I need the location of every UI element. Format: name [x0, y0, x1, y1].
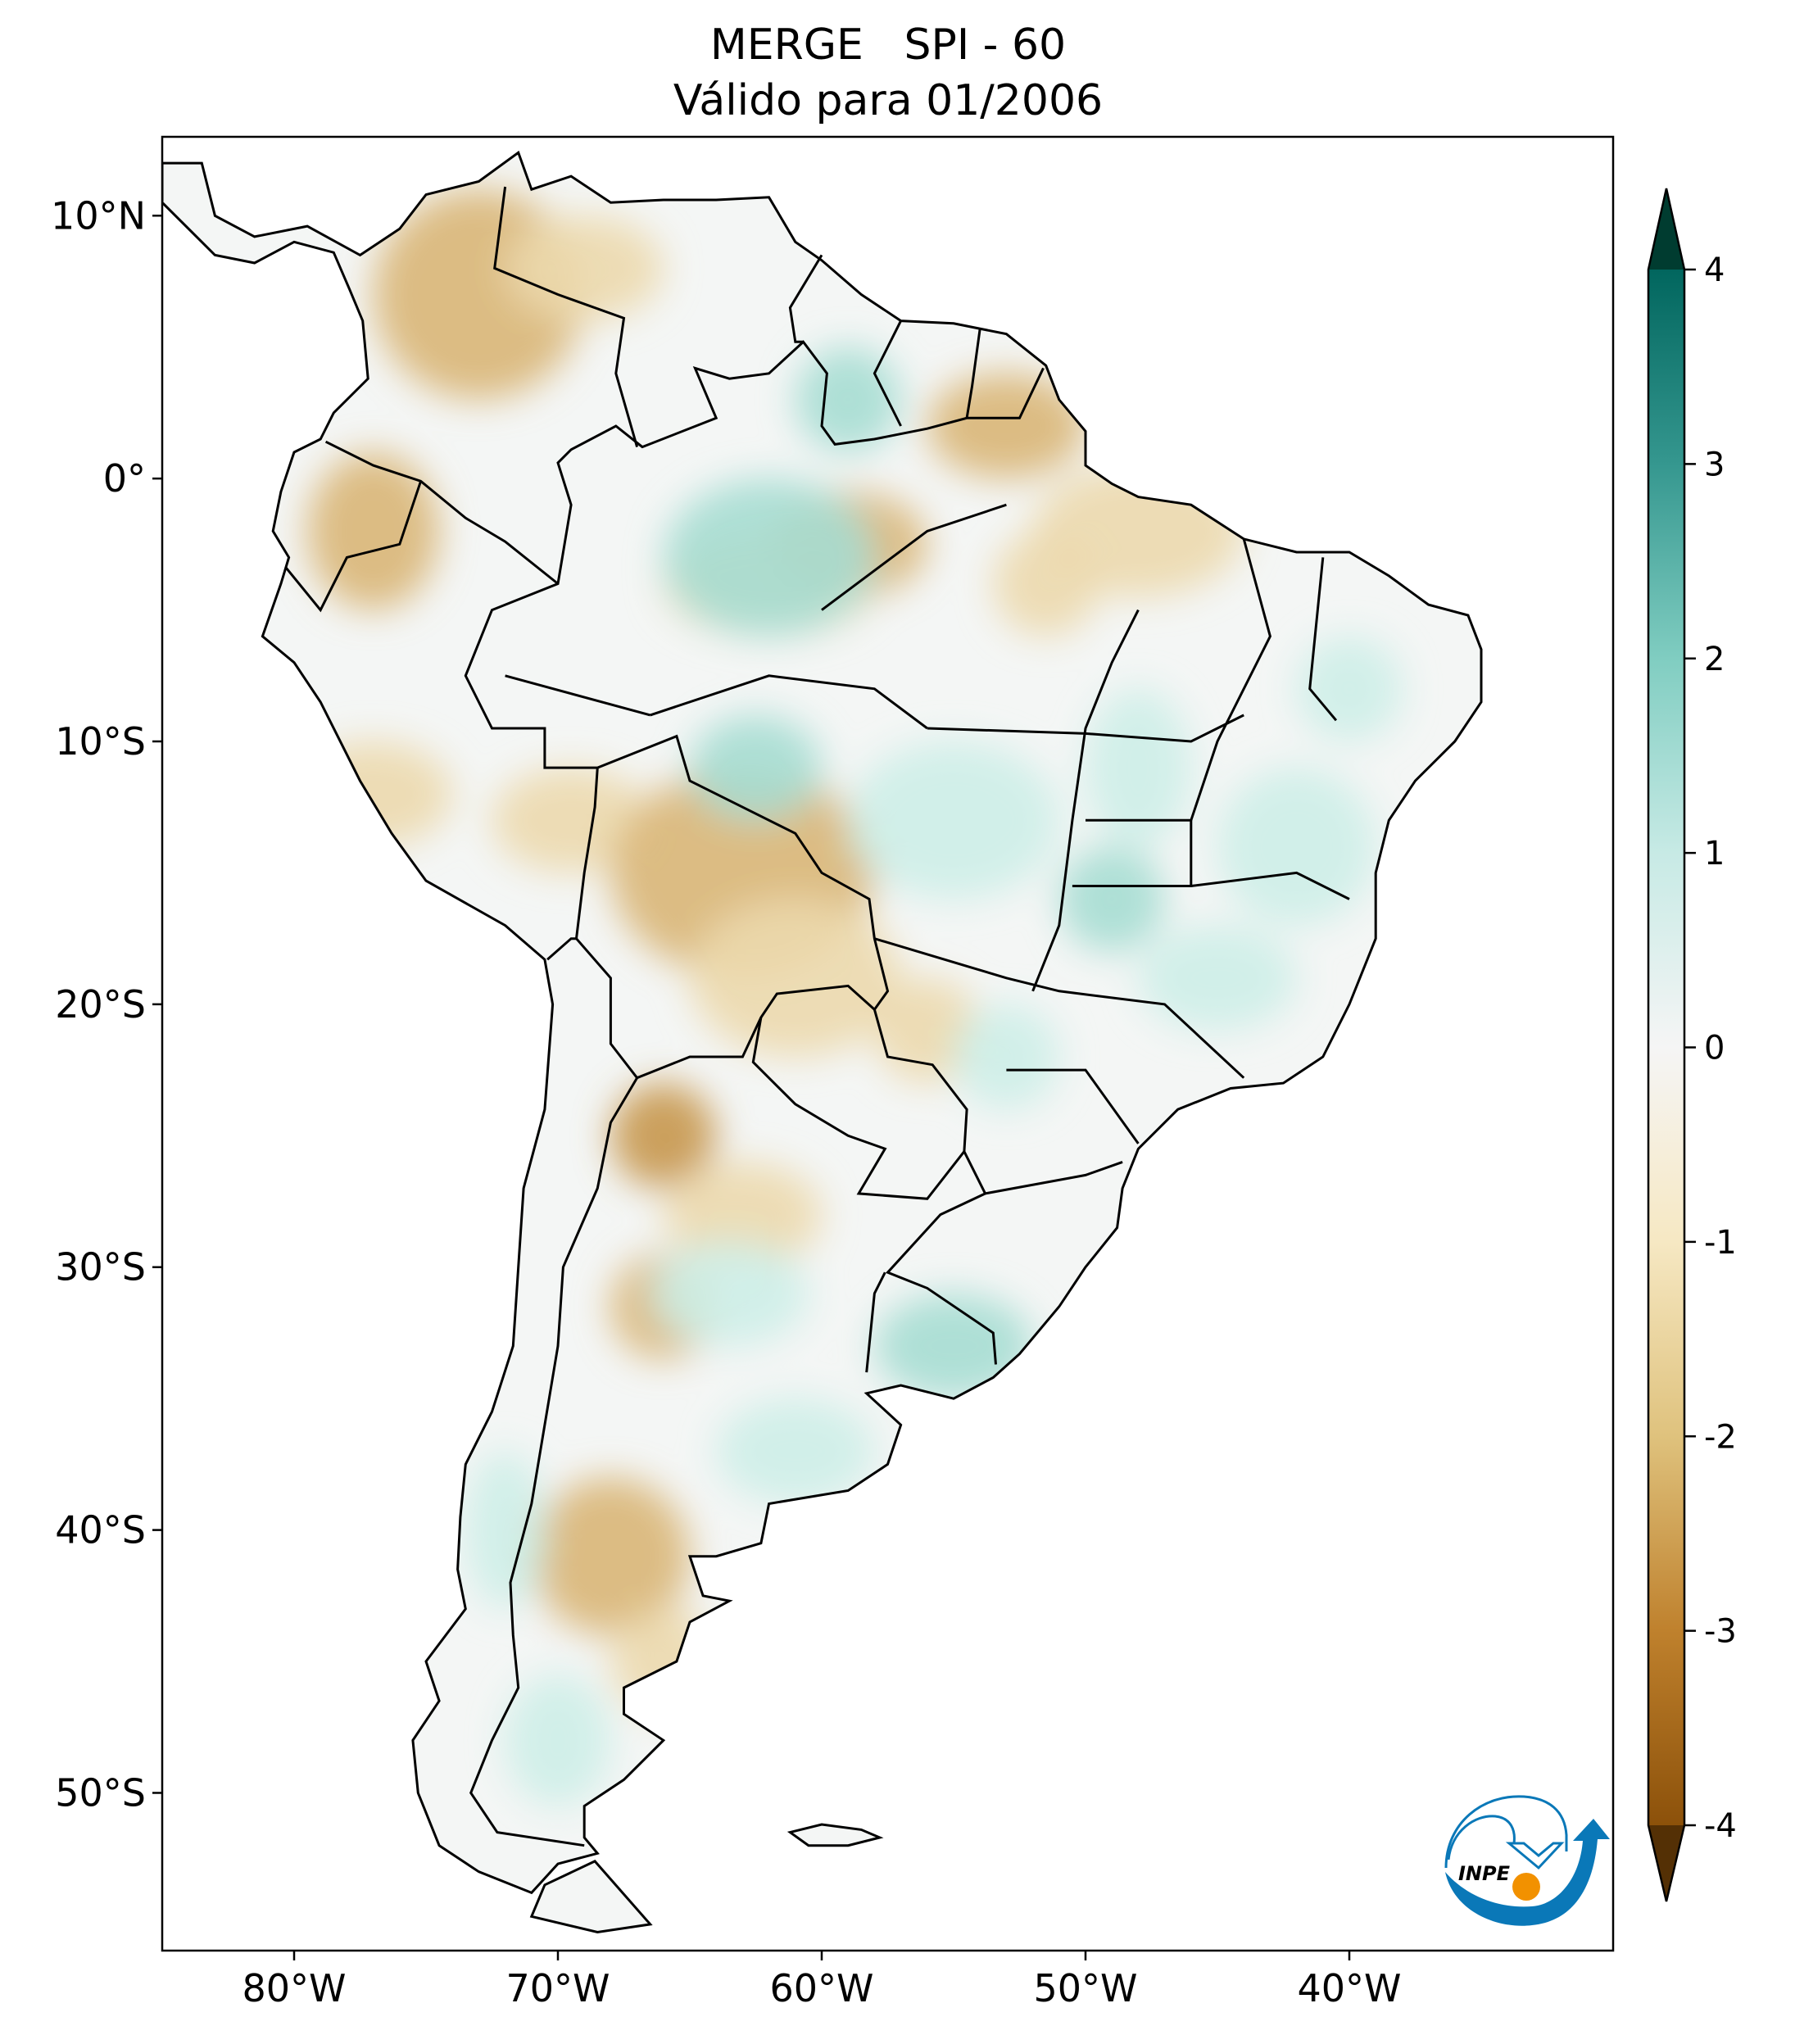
- x-tick-label: 60°W: [769, 1966, 873, 2010]
- y-tick-label: 50°S: [55, 1770, 146, 1815]
- border-line: [546, 937, 577, 961]
- border-line: [1190, 871, 1350, 900]
- border-line: [1006, 1068, 1140, 1144]
- chart-subtitle: Válido para 01/2006: [673, 76, 1103, 125]
- y-tick-label: 0°: [103, 456, 146, 501]
- spi-anomaly-patch: [531, 1477, 691, 1635]
- spi-anomaly-patch: [610, 1608, 717, 1715]
- y-axis: 10°N 0° 10°S 20°S 30°S 40°S 50°S: [51, 193, 162, 1815]
- x-tick-label: 40°W: [1297, 1966, 1401, 2010]
- spi-anomaly-patch: [465, 1451, 545, 1609]
- spi-anomaly-patch: [294, 741, 453, 847]
- inpe-logo: INPE: [1444, 1795, 1610, 1926]
- spi-anomaly-patch: [1058, 846, 1165, 952]
- spi-anomaly-patch: [307, 452, 440, 610]
- colorbar-tick-label: 4: [1704, 252, 1725, 289]
- border-line: [1308, 557, 1338, 722]
- colorbar-gradient: [1648, 270, 1684, 1825]
- spi-anomaly-patch: [874, 1293, 1033, 1399]
- spi-anomaly-patch: [492, 768, 650, 873]
- spi-anomaly-patch: [663, 1162, 823, 1267]
- border-line: [873, 937, 1245, 1079]
- map-axes: [162, 150, 1483, 1934]
- border-line: [464, 340, 1045, 1365]
- colorbar-tick-label: -2: [1704, 1418, 1737, 1456]
- border-line: [1031, 609, 1140, 992]
- colorbar-extend-max: [1648, 188, 1684, 270]
- spi-anomaly-patch: [610, 1083, 717, 1189]
- border-line: [821, 503, 1007, 611]
- spi-anomaly-patch: [1217, 768, 1376, 926]
- colorbar-tick-label: 2: [1704, 641, 1725, 678]
- border-line: [865, 1271, 886, 1373]
- x-tick-label: 50°W: [1033, 1966, 1137, 2010]
- colorbar-tick-label: 1: [1704, 835, 1725, 872]
- border-line: [324, 440, 559, 585]
- colorbar: 4 3 2 1 0 -1 -2 -3 -4: [1647, 188, 1737, 1902]
- logo-text: INPE: [1458, 1862, 1511, 1885]
- border-line: [751, 1017, 966, 1200]
- axes-frame: [161, 135, 1615, 1952]
- spi-anomaly-patch: [690, 714, 822, 821]
- border-line: [965, 328, 981, 419]
- border-line: [650, 674, 928, 730]
- colorbar-extend-min: [1648, 1825, 1684, 1901]
- spi-anomaly-patch: [505, 1675, 611, 1806]
- border-line: [927, 714, 1244, 743]
- border-line: [285, 480, 423, 613]
- y-tick-label: 40°S: [55, 1508, 146, 1552]
- spi-anomaly-patch: [663, 478, 875, 637]
- border-line: [985, 1160, 1123, 1195]
- colorbar-tick-label: -4: [1704, 1807, 1737, 1845]
- spi-anomaly-patch: [1138, 925, 1297, 1031]
- chart-title: MERGE SPI - 60: [710, 20, 1066, 70]
- spi-anomaly-patch: [690, 899, 901, 1058]
- spi-anomaly-patch: [993, 531, 1099, 637]
- x-tick-label: 80°W: [242, 1966, 346, 2010]
- spi-anomaly-patch: [1086, 688, 1191, 847]
- x-axis: 80°W 70°W 60°W 50°W 40°W: [242, 1951, 1402, 2010]
- country-borders: [285, 186, 1350, 1847]
- y-tick-label: 30°S: [55, 1245, 146, 1289]
- spi-anomaly-patch: [927, 373, 1086, 479]
- colorbar-tick-label: -3: [1704, 1613, 1737, 1651]
- border-line: [1190, 538, 1271, 821]
- border-line: [788, 254, 823, 343]
- y-tick-label: 20°S: [55, 982, 146, 1027]
- x-tick-label: 70°W: [505, 1966, 610, 2010]
- spi-anomaly-patch: [505, 215, 664, 321]
- spi-anomaly-patch: [848, 741, 1059, 900]
- colorbar-tick-label: 3: [1704, 446, 1725, 483]
- coastline: [162, 150, 1483, 1934]
- border-line: [505, 674, 651, 717]
- spi-anomaly-patch: [650, 1240, 809, 1346]
- spi-anomaly-patch: [1296, 636, 1403, 742]
- border-line: [873, 320, 902, 427]
- spi-anomaly-patch: [954, 1004, 1059, 1110]
- colorbar-tick-label: -1: [1704, 1224, 1737, 1262]
- border-line: [493, 186, 639, 448]
- border-line: [1072, 818, 1193, 887]
- border-line: [469, 1076, 638, 1847]
- y-tick-label: 10°S: [55, 719, 146, 764]
- spi-anomaly-patch: [716, 1398, 875, 1504]
- spi-anomaly-patch: [874, 977, 981, 1084]
- y-tick-label: 10°N: [51, 193, 146, 238]
- colorbar-tick-label: 0: [1704, 1030, 1725, 1067]
